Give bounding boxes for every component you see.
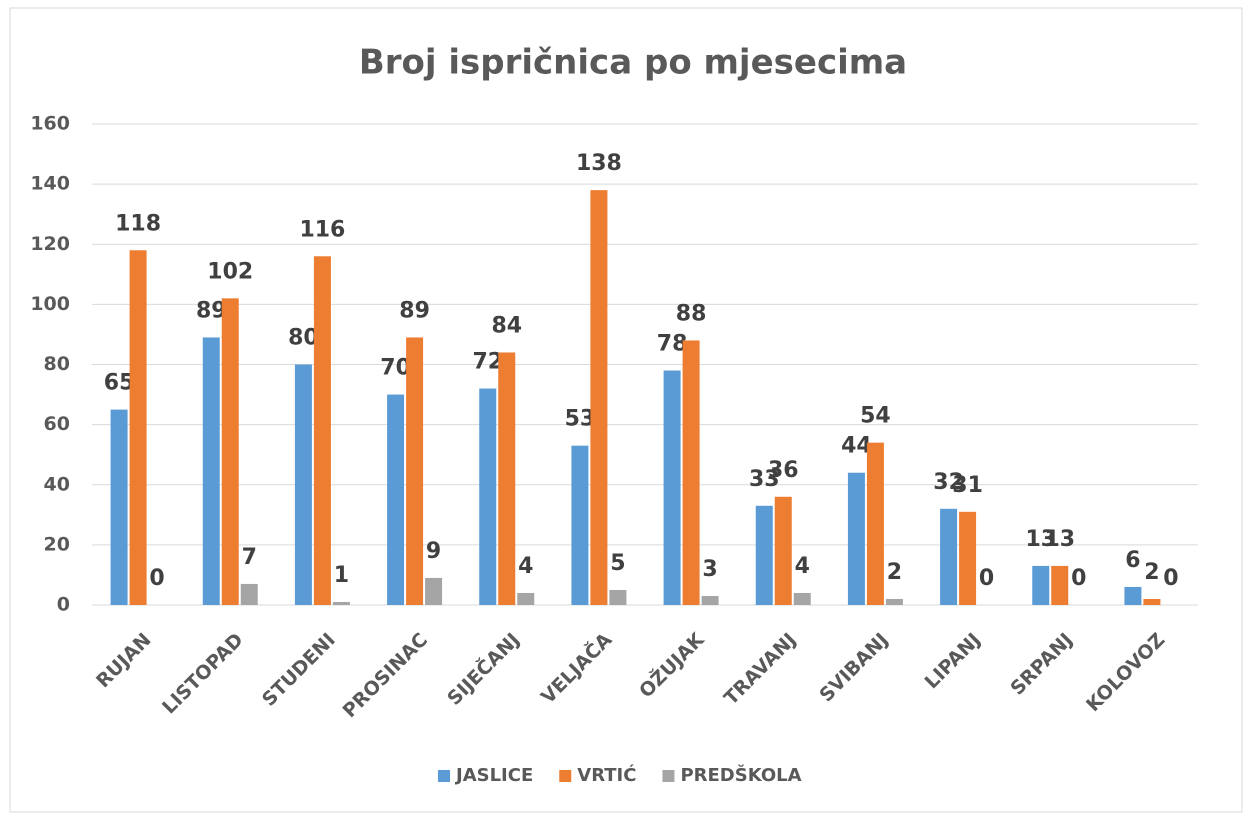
bar: [590, 190, 608, 605]
y-tick-label: 60: [44, 413, 70, 435]
data-label: 65: [104, 371, 135, 396]
data-label: 102: [207, 259, 253, 284]
data-label: 13: [1044, 527, 1075, 552]
bar: [313, 256, 331, 605]
data-label: 138: [576, 151, 622, 176]
bar: [498, 352, 516, 605]
bar: [682, 340, 700, 605]
data-label: 9: [426, 539, 441, 564]
y-tick-label: 20: [44, 533, 70, 555]
bar: [609, 589, 627, 605]
data-label: 84: [491, 313, 522, 338]
data-label: 88: [676, 301, 707, 326]
bar: [663, 370, 681, 605]
data-label: 89: [399, 298, 430, 323]
data-label: 31: [952, 473, 983, 498]
bar: [1124, 586, 1142, 605]
data-label: 0: [149, 566, 164, 591]
bar: [774, 496, 792, 605]
data-label: 33: [749, 467, 780, 492]
y-tick-label: 80: [44, 353, 70, 375]
y-tick-label: 0: [57, 594, 70, 616]
bar: [406, 337, 424, 605]
bar: [755, 505, 773, 605]
data-label: 7: [242, 545, 257, 570]
data-label: 70: [380, 356, 411, 381]
bar: [940, 508, 958, 605]
bar: [332, 601, 350, 605]
legend-swatch: [438, 770, 450, 782]
data-label: 0: [979, 566, 994, 591]
bar: [571, 445, 589, 605]
bar: [517, 592, 535, 605]
bar: [1051, 565, 1069, 605]
bar: [425, 577, 443, 605]
data-label: 54: [860, 404, 891, 429]
bar: [1032, 565, 1050, 605]
bar: [866, 442, 884, 605]
bar: [202, 337, 220, 605]
y-tick-label: 40: [44, 473, 70, 495]
bar: [240, 583, 258, 605]
bar: [479, 388, 497, 605]
data-label: 4: [518, 554, 533, 579]
data-label: 0: [1163, 566, 1178, 591]
data-label: 4: [795, 554, 810, 579]
data-label: 2: [1144, 560, 1159, 585]
data-label: 1: [334, 563, 349, 588]
data-label: 118: [115, 211, 161, 236]
bar: [701, 595, 719, 605]
y-tick-label: 100: [30, 293, 70, 315]
y-tick-label: 140: [30, 173, 70, 195]
bar: [885, 598, 903, 605]
data-label: 36: [768, 458, 799, 483]
legend-label: PREDŠKOLA: [680, 764, 801, 786]
bar: [221, 298, 239, 605]
y-tick-label: 120: [30, 233, 70, 255]
bar: [129, 250, 147, 605]
data-label: 80: [288, 326, 319, 351]
data-label: 5: [610, 551, 625, 576]
data-label: 3: [702, 557, 717, 582]
data-label: 32: [933, 470, 964, 495]
legend-label: JASLICE: [454, 765, 533, 786]
data-label: 6: [1125, 548, 1140, 573]
legend-swatch: [662, 770, 675, 782]
y-tick-label: 160: [30, 113, 70, 135]
data-label: 53: [565, 407, 596, 432]
bar: [847, 472, 865, 605]
legend-swatch: [559, 770, 572, 782]
data-label: 13: [1025, 527, 1056, 552]
data-label: 2: [887, 560, 902, 585]
bar: [1143, 598, 1161, 605]
chart-title: Broj ispričnica po mjesecima: [359, 43, 907, 83]
data-label: 72: [472, 350, 503, 375]
bar: [959, 511, 977, 605]
data-label: 44: [841, 434, 872, 459]
bar: [294, 364, 312, 605]
bar: [110, 409, 128, 605]
bar: [793, 592, 811, 605]
bar: [387, 394, 405, 605]
data-label: 89: [196, 298, 227, 323]
legend-label: VRTIĆ: [577, 764, 636, 786]
data-label: 116: [299, 217, 345, 242]
data-label: 0: [1071, 566, 1086, 591]
data-label: 78: [657, 332, 688, 357]
